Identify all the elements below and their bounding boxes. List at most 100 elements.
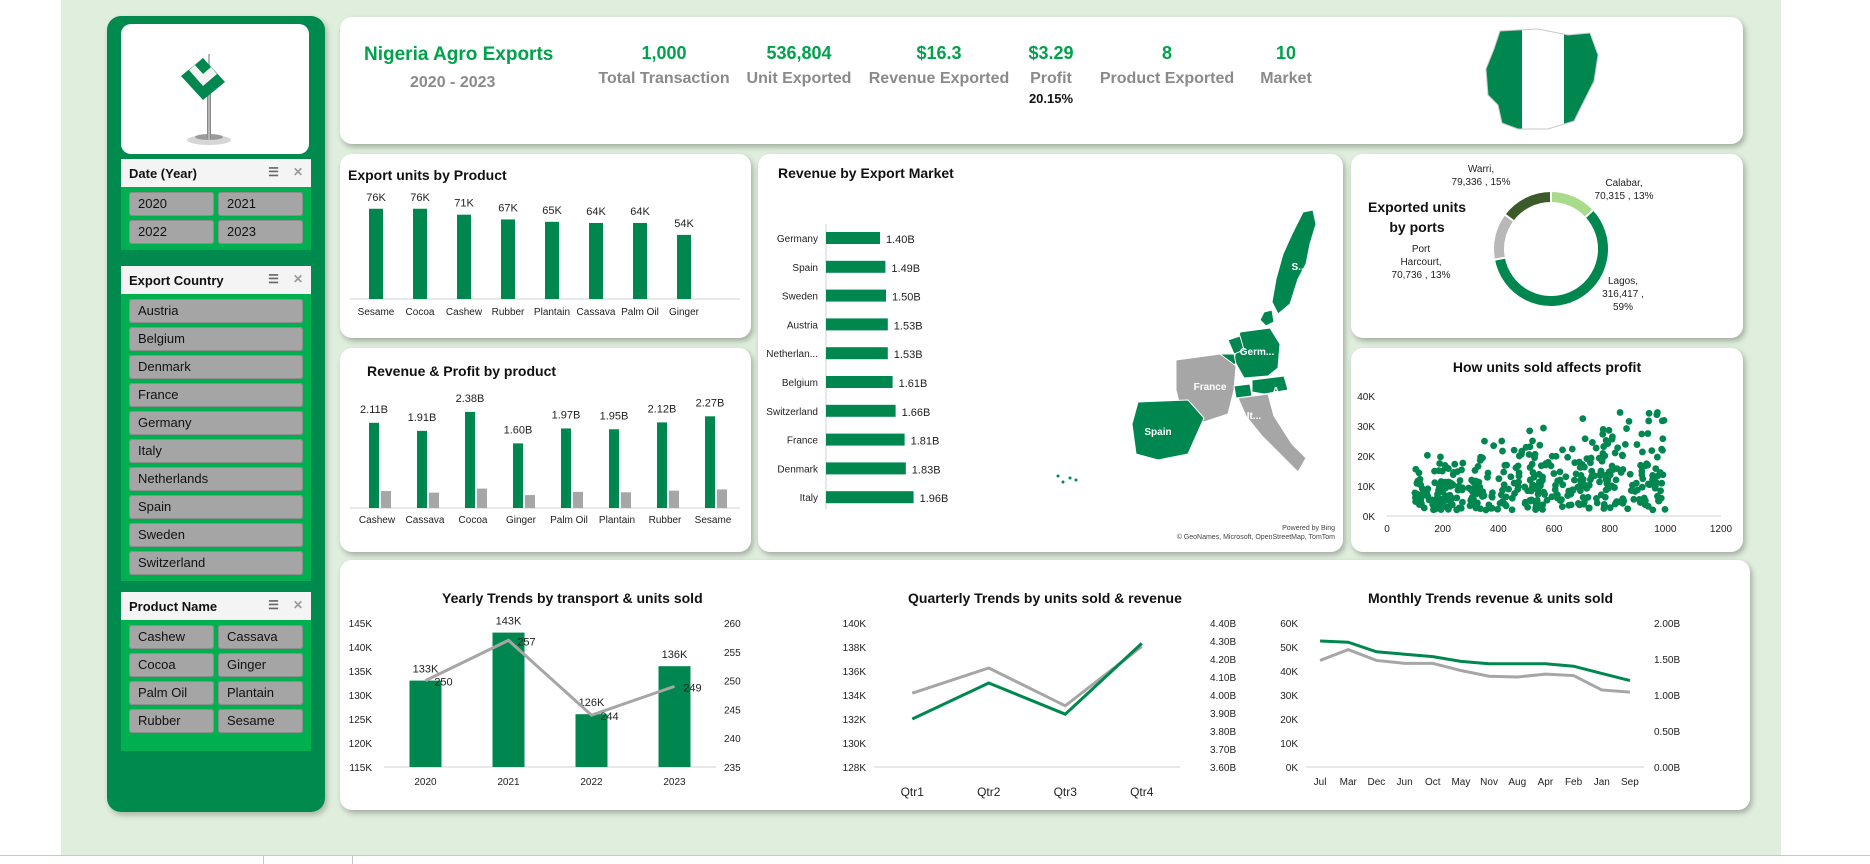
slicer-item-2023[interactable]: 2023: [218, 220, 303, 244]
slicer-item-germany[interactable]: Germany: [129, 411, 303, 435]
scatter-point: [1605, 468, 1613, 476]
spain-shape: [1131, 399, 1205, 461]
scatter-point: [1423, 451, 1431, 459]
slicer-item-cashew[interactable]: Cashew: [129, 625, 214, 649]
slicer-item-france[interactable]: France: [129, 383, 303, 407]
y-tick-label: 10K: [1357, 482, 1375, 493]
slicer-item-sesame[interactable]: Sesame: [218, 709, 303, 733]
product-slicer-title: Product Name: [129, 598, 218, 614]
slicer-item-2021[interactable]: 2021: [218, 192, 303, 216]
y2-tick-label: 3.80B: [1210, 727, 1236, 738]
scatter-point: [1645, 417, 1653, 425]
scatter-point: [1459, 498, 1466, 506]
slicer-item-italy[interactable]: Italy: [129, 439, 303, 463]
slicer-item-spain[interactable]: Spain: [129, 495, 303, 519]
y2-tick-label: 2.00B: [1654, 619, 1680, 630]
multi-select-icon[interactable]: ☰: [268, 598, 279, 612]
slicer-item-netherlands[interactable]: Netherlands: [129, 467, 303, 491]
x-tick-label: Plantain: [599, 515, 635, 526]
scatter-point: [1611, 449, 1619, 457]
kpi-label: Profit: [1030, 70, 1072, 87]
bar: [501, 219, 515, 299]
data-label: 1.66B: [902, 407, 931, 419]
slicer-item-cassava[interactable]: Cassava: [218, 625, 303, 649]
map-label: Spain: [1144, 427, 1171, 438]
scatter-point: [1451, 460, 1459, 468]
multi-select-icon[interactable]: ☰: [268, 165, 279, 179]
scatter-point: [1658, 479, 1666, 487]
scatter-point: [1488, 504, 1496, 512]
slicer-item-switzerland[interactable]: Switzerland: [129, 551, 303, 575]
slicer-item-ginger[interactable]: Ginger: [218, 653, 303, 677]
trends-charts: 115K 120K 125K 130K 135K 140K 145K 235 240 245 250…: [349, 616, 1681, 799]
clear-filter-icon[interactable]: ✕: [292, 272, 303, 286]
slice-label: 70,315 , 13%: [1595, 191, 1654, 202]
scatter-point: [1599, 426, 1607, 433]
x-tick-label: Palm Oil: [621, 307, 659, 318]
slicer-item-2022[interactable]: 2022: [129, 220, 214, 244]
y2-tick-label: 0.00B: [1654, 763, 1680, 774]
slicer-item-plantain[interactable]: Plantain: [218, 681, 303, 705]
italy-shape: [1237, 393, 1307, 473]
slice-label: Port: [1412, 244, 1431, 255]
scatter-point: [1418, 485, 1426, 492]
x-tick-label: Qtr4: [1130, 785, 1154, 799]
multi-select-icon[interactable]: ☰: [268, 272, 279, 286]
slicer-item-denmark[interactable]: Denmark: [129, 355, 303, 379]
slice-label: Lagos,: [1608, 276, 1638, 287]
data-label: 244: [600, 711, 618, 723]
x-tick-label: Ginger: [506, 515, 537, 526]
scatter-point: [1542, 461, 1550, 469]
scatter-point: [1661, 506, 1669, 513]
slicer-item-cocoa[interactable]: Cocoa: [129, 653, 214, 677]
slice-label: 79,336 , 15%: [1452, 177, 1511, 188]
data-label: 1.53B: [894, 320, 923, 332]
scatter-point: [1531, 450, 1539, 458]
x-tick-label: May: [1451, 777, 1470, 788]
scatter-point: [1556, 476, 1564, 484]
scatter-point: [1608, 433, 1616, 441]
scatter-point: [1621, 440, 1629, 448]
map-label: It...: [1247, 411, 1262, 422]
x-tick-label: Cocoa: [406, 307, 435, 318]
scatter-point: [1619, 452, 1626, 460]
scatter-point: [1633, 441, 1641, 448]
map-label: France: [1194, 382, 1227, 393]
sheet-tab[interactable]: [263, 856, 353, 864]
y2-tick-label: 245: [724, 705, 741, 716]
clear-filter-icon[interactable]: ✕: [292, 165, 303, 179]
kpi-value: $16.3: [916, 43, 962, 63]
y-tick-label: France: [787, 436, 819, 447]
bar: [545, 221, 559, 299]
slicer-item-rubber[interactable]: Rubber: [129, 709, 214, 733]
y-tick-label: Spain: [792, 263, 818, 274]
slicer-item-palm-oil[interactable]: Palm Oil: [129, 681, 214, 705]
scatter-point: [1613, 465, 1621, 472]
y2-tick-label: 4.00B: [1210, 691, 1236, 702]
scatter-point: [1448, 501, 1456, 509]
scatter-point: [1500, 468, 1508, 476]
clear-filter-icon[interactable]: ✕: [292, 598, 303, 612]
bar: [369, 208, 383, 299]
scatter-point: [1588, 467, 1596, 475]
slice-label: Warri,: [1468, 164, 1494, 175]
slicer-item-sweden[interactable]: Sweden: [129, 523, 303, 547]
y-tick-label: 130K: [349, 691, 373, 702]
y-tick-label: Netherlan...: [766, 349, 818, 360]
scatter-point: [1625, 417, 1633, 425]
y-tick-label: 0K: [1286, 763, 1299, 774]
y2-tick-label: 1.00B: [1654, 691, 1680, 702]
slicer-item-2020[interactable]: 2020: [129, 192, 214, 216]
profit-bar: [621, 492, 631, 508]
scatter-point: [1638, 448, 1646, 456]
units-bar: [575, 714, 608, 767]
scatter-point: [1659, 435, 1667, 443]
scatter-point: [1507, 473, 1515, 481]
scatter-point: [1537, 479, 1545, 486]
scatter-point: [1499, 486, 1506, 494]
y-tick-label: 50K: [1280, 643, 1298, 654]
revenue-by-market-card: Revenue by Export Market Germany 1.40B Spa…: [758, 154, 1343, 552]
slicer-item-austria[interactable]: Austria: [129, 299, 303, 323]
slicer-item-belgium[interactable]: Belgium: [129, 327, 303, 351]
scatter-point: [1652, 479, 1660, 486]
